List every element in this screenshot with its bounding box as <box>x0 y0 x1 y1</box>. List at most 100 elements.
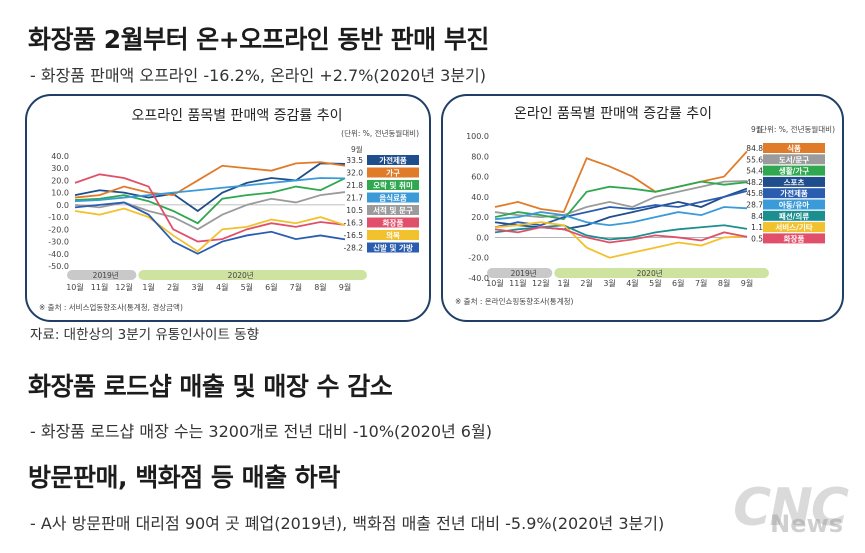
headline-2: 화장품 로드샵 매출 및 매장 수 감소 <box>28 372 393 401</box>
x-tick-label: 6월 <box>672 278 684 288</box>
y-tick-label: -40.0 <box>48 250 69 259</box>
unit-note: (단위: %, 전년동월대비) <box>757 124 835 134</box>
unit-note: (단위: %, 전년동월대비) <box>341 128 419 138</box>
legend-label: 서적 및 문구 <box>373 205 413 215</box>
legend-label: 서비스/기타 <box>775 222 812 232</box>
x-tick-label: 10월 <box>66 282 84 292</box>
series-line <box>494 180 748 219</box>
source-note: 자료: 대한상의 3분기 유통인사이트 동향 <box>30 327 260 343</box>
end-value-label: -28.2 <box>344 244 364 253</box>
offline-chart: 오프라인 품목별 판매액 증감률 추이 (단위: %, 전년동월대비) 9월 40.0… <box>39 108 419 312</box>
legend-label: 음식료품 <box>379 193 407 203</box>
y-tick-label: 100.0 <box>466 132 489 141</box>
x-tick-label: 5월 <box>241 282 253 292</box>
y-tick-label: 10.0 <box>51 189 69 198</box>
x-tick-label: 2월 <box>580 278 592 288</box>
legend-label: 도서/문구 <box>779 154 809 164</box>
x-tick-label: 3월 <box>192 282 204 292</box>
series-line <box>74 177 346 203</box>
series-line <box>494 150 748 214</box>
legend-box <box>763 210 825 221</box>
y-tick-label: 40.0 <box>51 152 69 161</box>
legend-label: 패션/의류 <box>779 211 809 221</box>
legend-box <box>367 167 419 178</box>
end-value-label: 48.2 <box>746 178 763 187</box>
legend-label: 오락 및 취미 <box>373 180 413 190</box>
series-line <box>74 207 346 253</box>
legend-label: 가전제품 <box>780 188 808 198</box>
x-tick-label: 12월 <box>532 278 550 288</box>
legend-box <box>763 154 825 165</box>
legend-box <box>367 217 419 228</box>
legend-box <box>367 155 419 165</box>
series-line <box>494 190 748 229</box>
current-month-label: 9월 <box>351 144 363 154</box>
series-line <box>494 221 748 259</box>
end-value-label: 55.6 <box>746 155 763 164</box>
end-value-label: 10.5 <box>346 206 363 215</box>
end-value-label: 54.4 <box>746 167 763 176</box>
end-value-label: -16.3 <box>344 219 364 228</box>
legend-label: 신발 및 가방 <box>373 243 413 253</box>
y-tick-label: 0.0 <box>56 201 69 210</box>
end-value-label: 21.8 <box>346 181 363 190</box>
end-value-label: 28.7 <box>746 201 763 210</box>
x-tick-label: 7월 <box>695 278 707 288</box>
series-line <box>74 162 346 213</box>
year-band-2019 <box>487 268 553 278</box>
legend-box <box>763 143 825 153</box>
x-tick-label: 8월 <box>314 282 326 292</box>
x-tick-label: 11월 <box>91 282 109 292</box>
subline-1: - 화장품 판매액 오프라인 -16.2%, 온라인 +2.7%(2020년 3… <box>30 66 487 85</box>
y-tick-label: 20.0 <box>51 176 69 185</box>
year-band-2020 <box>554 268 769 278</box>
y-tick-label: 60.0 <box>471 173 489 182</box>
x-tick-label: 4월 <box>626 278 638 288</box>
x-tick-label: 11월 <box>509 278 527 288</box>
x-tick-label: 8월 <box>718 278 730 288</box>
legend-label: 생활/가구 <box>779 166 809 176</box>
end-value-label: -16.5 <box>344 231 364 240</box>
y-tick-label: -40.0 <box>468 274 489 283</box>
legend-box <box>763 222 825 233</box>
online-chart-panel: 온라인 품목별 판매액 증감률 추이 (단위: %, 전년동월대비) 9월 100.0… <box>441 94 844 322</box>
x-tick-label: 2월 <box>167 282 179 292</box>
legend-box <box>763 188 825 199</box>
x-tick-label: 9월 <box>339 282 351 292</box>
legend-label: 화장품 <box>383 218 404 228</box>
series-line <box>74 173 346 243</box>
headline-1: 화장품 2월부터 온+오프라인 동반 판매 부진 <box>28 25 489 54</box>
legend-box <box>763 176 825 187</box>
x-tick-label: 1월 <box>558 278 570 288</box>
legend-label: 식품 <box>787 143 801 153</box>
legend-label: 의복 <box>386 230 400 240</box>
year-band-2019 <box>67 270 137 280</box>
year-label: 2019년 <box>93 270 119 280</box>
x-tick-label: 5월 <box>649 278 661 288</box>
y-tick-label: 20.0 <box>471 213 489 222</box>
end-value-label: 1.1 <box>751 223 763 232</box>
legend-label: 화장품 <box>784 233 805 243</box>
y-tick-label: 40.0 <box>471 193 489 202</box>
legend-label: 스포츠 <box>784 178 805 187</box>
end-value-label: 32.0 <box>346 169 363 178</box>
end-value-label: 21.7 <box>346 194 363 203</box>
x-tick-label: 9월 <box>741 278 753 288</box>
legend-box <box>367 192 419 203</box>
y-tick-label: 80.0 <box>471 152 489 161</box>
y-tick-label: -10.0 <box>48 213 69 222</box>
end-value-label: 84.8 <box>746 144 763 153</box>
watermark-news: News <box>770 510 843 538</box>
series-line <box>494 206 748 227</box>
x-tick-label: 7월 <box>290 282 302 292</box>
legend-box <box>367 230 419 240</box>
legend-box <box>367 180 419 190</box>
x-tick-label: 3월 <box>603 278 615 288</box>
legend-box <box>367 242 419 253</box>
legend-box <box>367 205 419 215</box>
chart-source: ※ 출처 : 서비스업동향조사(통계청, 경상금액) <box>39 302 183 312</box>
y-tick-label: -20.0 <box>468 254 489 263</box>
x-tick-label: 10월 <box>486 278 504 288</box>
chart-title: 온라인 품목별 판매액 증감률 추이 <box>514 106 712 122</box>
series-line <box>74 161 346 199</box>
